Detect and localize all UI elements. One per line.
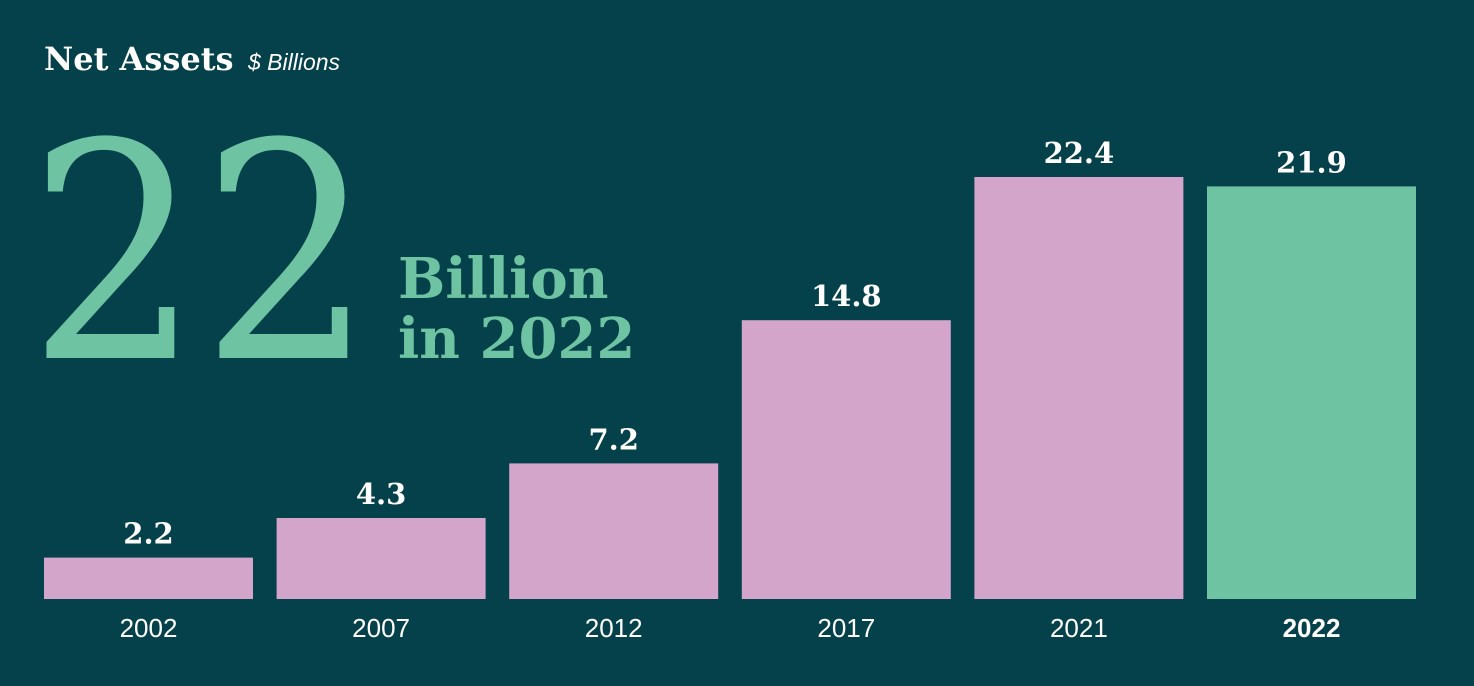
- category-label-2012: 2012: [585, 613, 643, 643]
- bar-2012: [509, 463, 719, 599]
- category-label-2021: 2021: [1050, 613, 1108, 643]
- bars-group: [44, 177, 1416, 599]
- bar-2021: [974, 177, 1184, 599]
- bar-2007: [276, 518, 486, 599]
- chart-subtitle: $ Billions: [247, 49, 341, 75]
- value-label-2007: 4.3: [356, 477, 406, 511]
- bar-2017: [741, 320, 951, 599]
- callout-number: 22: [28, 80, 374, 429]
- value-label-2002: 2.2: [123, 517, 173, 551]
- value-label-2021: 22.4: [1044, 136, 1115, 170]
- category-label-2007: 2007: [352, 613, 410, 643]
- chart-title: Net Assets: [44, 40, 234, 78]
- value-labels-group: 2.2 4.3 7.2 14.8 22.4 21.9: [123, 136, 1347, 551]
- bar-2002: [44, 557, 253, 599]
- category-label-2022: 2022: [1283, 613, 1341, 643]
- category-labels-group: 2002 2007 2012 2017 2021 2022: [120, 613, 1341, 643]
- bar-2022: [1207, 186, 1416, 599]
- category-label-2017: 2017: [817, 613, 875, 643]
- value-label-2017: 14.8: [811, 279, 882, 313]
- callout-line-2: in 2022: [398, 306, 635, 372]
- callout-line-1: Billion: [398, 246, 609, 312]
- value-label-2022: 21.9: [1276, 145, 1347, 179]
- category-label-2002: 2002: [120, 613, 178, 643]
- value-label-2012: 7.2: [588, 422, 638, 456]
